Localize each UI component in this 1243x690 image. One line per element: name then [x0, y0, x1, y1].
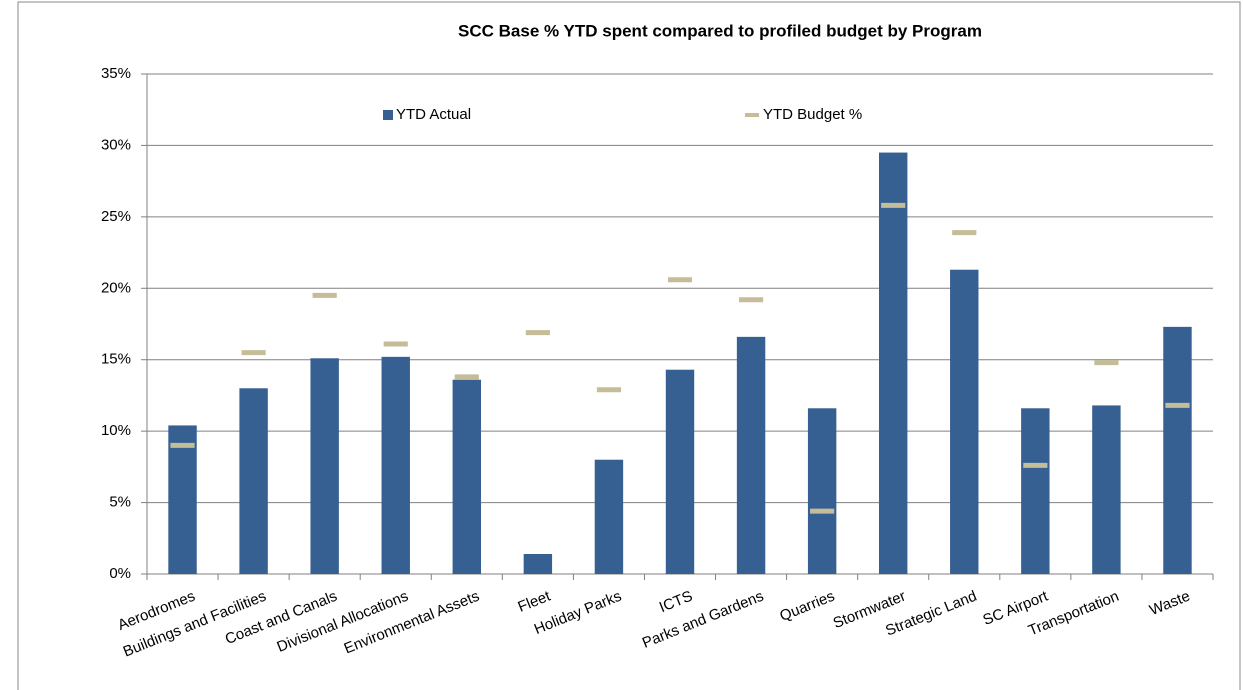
bar [1021, 408, 1050, 574]
chart-frame [17, 1, 1241, 690]
bar [452, 379, 482, 574]
bar [807, 408, 837, 574]
bar [523, 554, 553, 574]
bar [310, 358, 339, 574]
legend-label: YTD Budget % [763, 106, 862, 123]
y-tick-label: 30% [101, 136, 131, 153]
x-tick-label: Fleet [516, 587, 554, 616]
bar [950, 269, 979, 574]
y-tick-label: 10% [101, 422, 131, 439]
bar [168, 425, 197, 574]
y-tick-label: 5% [109, 494, 131, 511]
bar [665, 369, 695, 574]
bar [736, 336, 766, 574]
bar [878, 152, 908, 575]
x-tick-label: Parks and Gardens [640, 588, 766, 652]
y-tick-label: 15% [101, 351, 131, 368]
y-tick-label: 0% [109, 565, 131, 582]
bar [594, 459, 624, 574]
y-tick-label: 35% [101, 65, 131, 82]
legend-swatch [383, 110, 393, 120]
x-tick-label: Waste [1147, 588, 1192, 619]
bar [1163, 326, 1192, 574]
x-tick-label: Quarries [777, 588, 837, 625]
chart-title: SCC Base % YTD spent compared to profile… [458, 21, 982, 40]
y-tick-label: 25% [101, 208, 131, 225]
bar [239, 388, 268, 574]
bar [1092, 405, 1121, 574]
x-tick-label: ICTS [657, 588, 695, 617]
y-tick-label: 20% [101, 279, 131, 296]
bar [381, 356, 410, 574]
legend-label: YTD Actual [396, 106, 471, 123]
